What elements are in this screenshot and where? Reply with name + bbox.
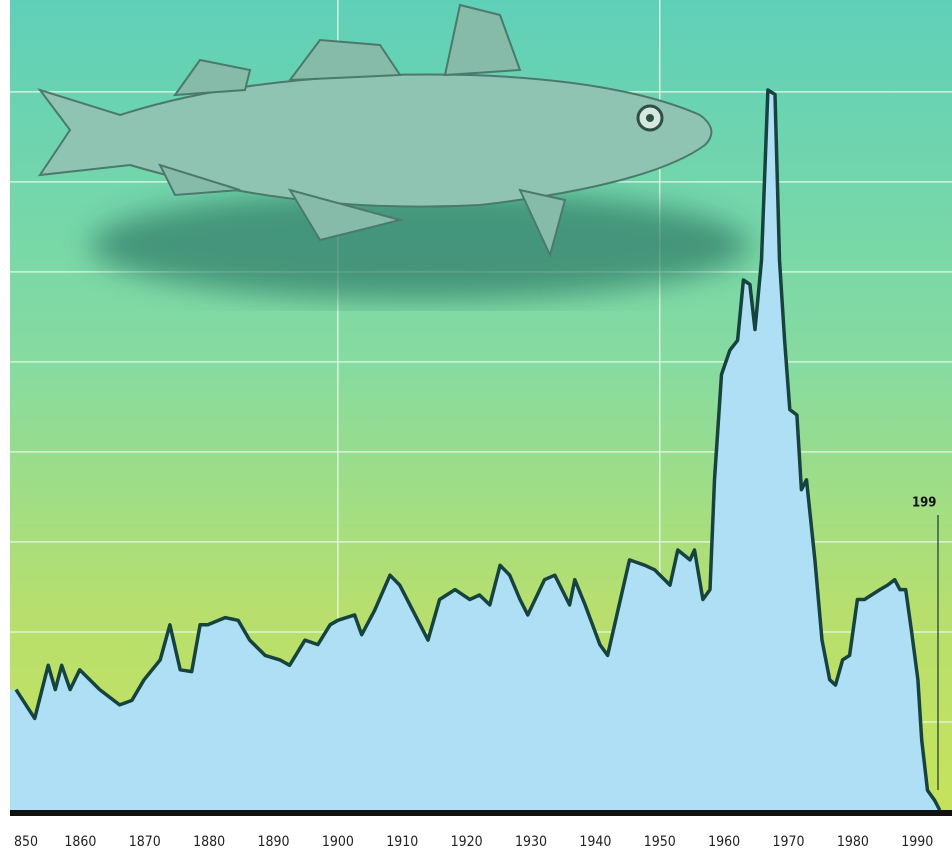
x-axis: 850 1860 1870 1880 1890 1900 1910 1920 1930 1940 1… [14,834,933,850]
x-tick-label: 1870 [129,834,161,850]
x-tick-label: 1920 [451,834,483,850]
x-tick-label: 1990 [901,834,933,850]
marks [10,88,942,812]
x-tick-label: 1930 [515,834,547,850]
x-tick-label: 850 [14,834,38,850]
x-tick-label: 1960 [708,834,740,850]
x-tick-label: 1910 [386,834,418,850]
area [10,90,940,812]
x-tick-label: 1880 [193,834,225,850]
x-tick-label: 1890 [257,834,289,850]
x-tick-label: 1980 [837,834,869,850]
x-tick-label: 1900 [322,834,354,850]
x-tick-label: 1970 [772,834,804,850]
x-tick-label: 1860 [64,834,96,850]
fish-illustration [37,3,750,300]
x-tick-label: 1940 [579,834,611,850]
annotation: 199 [912,496,936,511]
baseline [10,810,952,816]
x-tick-label: 1950 [644,834,676,850]
line [14,88,942,812]
